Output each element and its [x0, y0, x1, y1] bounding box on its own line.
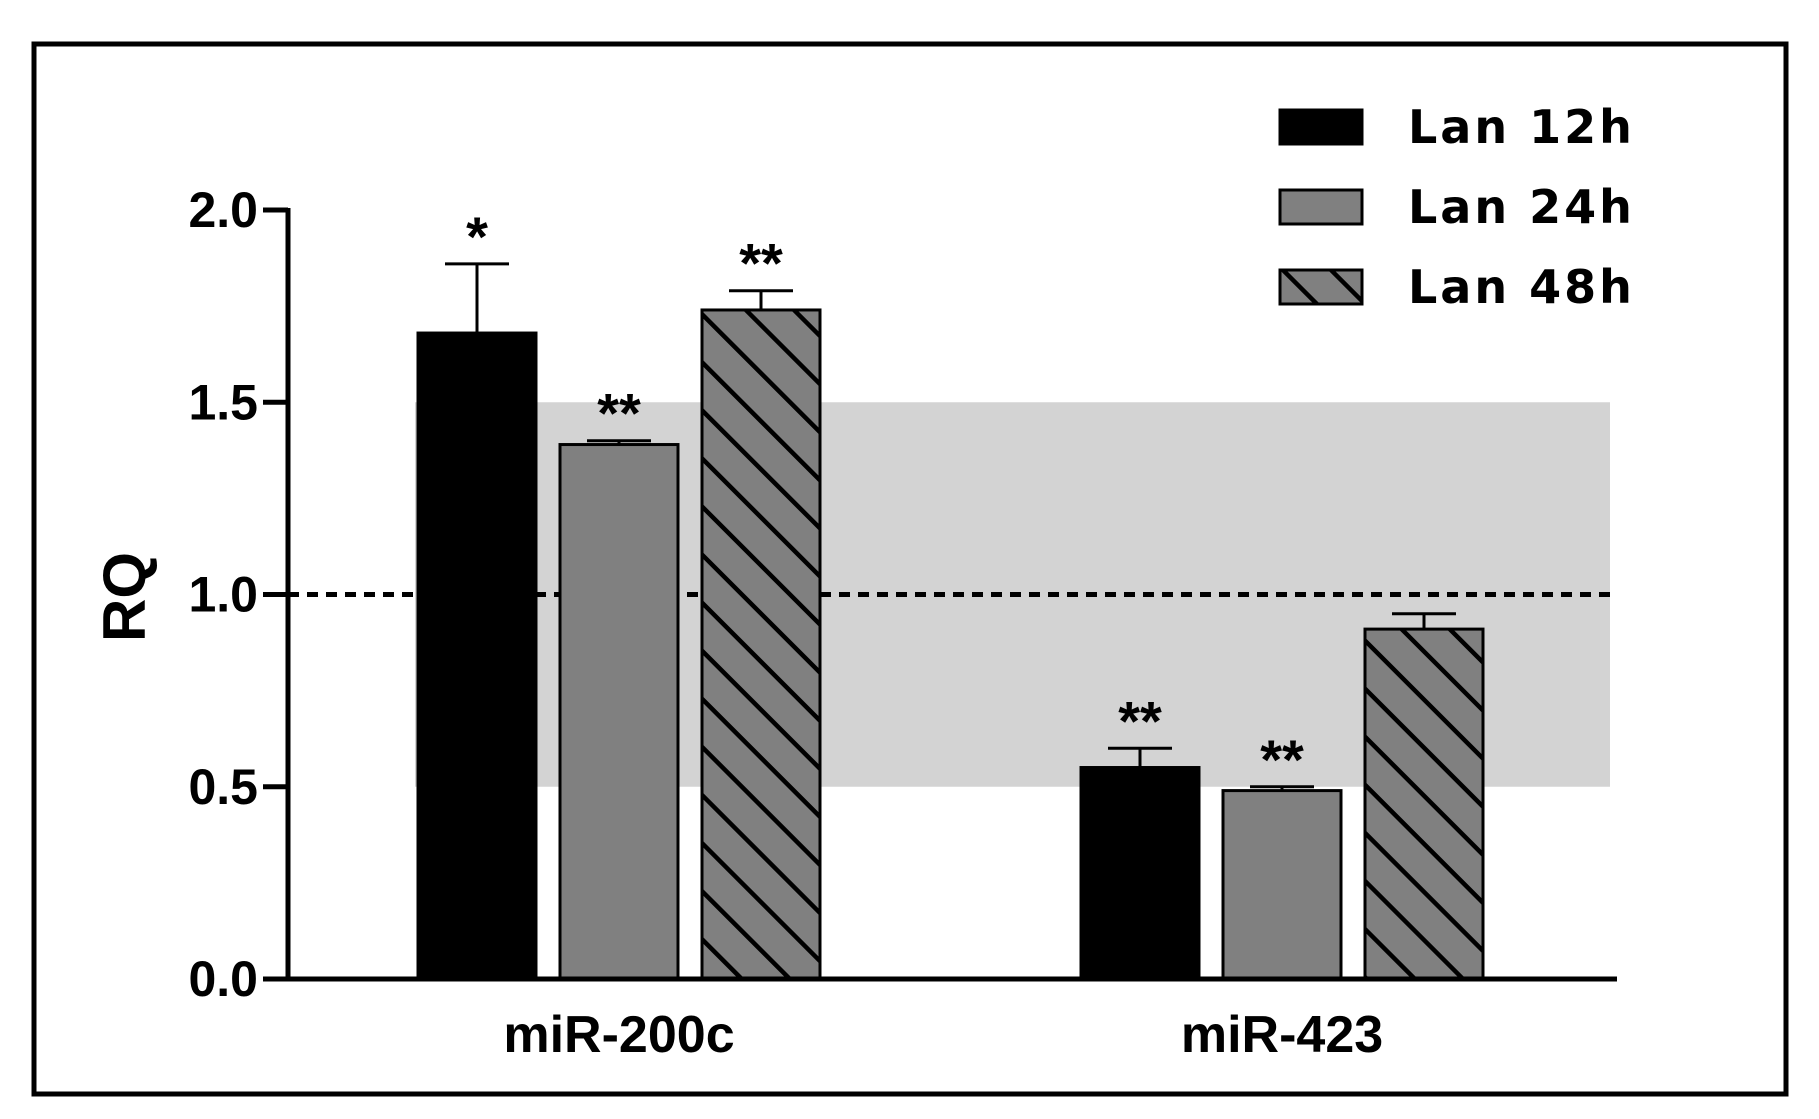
significance-label: * [466, 205, 488, 268]
y-tick-label: 0.0 [188, 951, 258, 1007]
significance-label: ** [1260, 728, 1304, 791]
bar-lan-24h-mir-423 [1221, 789, 1343, 981]
y-tick-label: 1.0 [188, 567, 258, 623]
legend-swatch [1278, 108, 1364, 146]
y-axis-label: RQ [91, 552, 158, 642]
significance-label: ** [739, 232, 783, 295]
significance-label: ** [1118, 689, 1162, 752]
bar-lan-12h-mir-200c [416, 331, 538, 981]
legend-swatch [1278, 268, 1364, 306]
bar-lan-12h-mir-423 [1079, 766, 1201, 981]
y-tick-label: 0.5 [188, 759, 258, 815]
legend-swatch [1278, 188, 1364, 226]
x-category-label: miR-200c [503, 1006, 734, 1064]
significance-label: ** [597, 382, 641, 445]
y-tick-label: 2.0 [188, 182, 258, 238]
bar-lan-48h-mir-423 [1363, 627, 1485, 981]
bar-lan-48h-mir-200c [700, 308, 822, 981]
x-category-label: miR-423 [1181, 1006, 1383, 1064]
y-tick-label: 1.5 [188, 374, 258, 430]
legend-label: Lan 48h [1408, 260, 1635, 314]
figure-frame [31, 41, 1789, 1097]
legend-label: Lan 24h [1408, 180, 1635, 234]
bar-lan-24h-mir-200c [558, 443, 680, 981]
legend-label: Lan 12h [1408, 100, 1635, 154]
